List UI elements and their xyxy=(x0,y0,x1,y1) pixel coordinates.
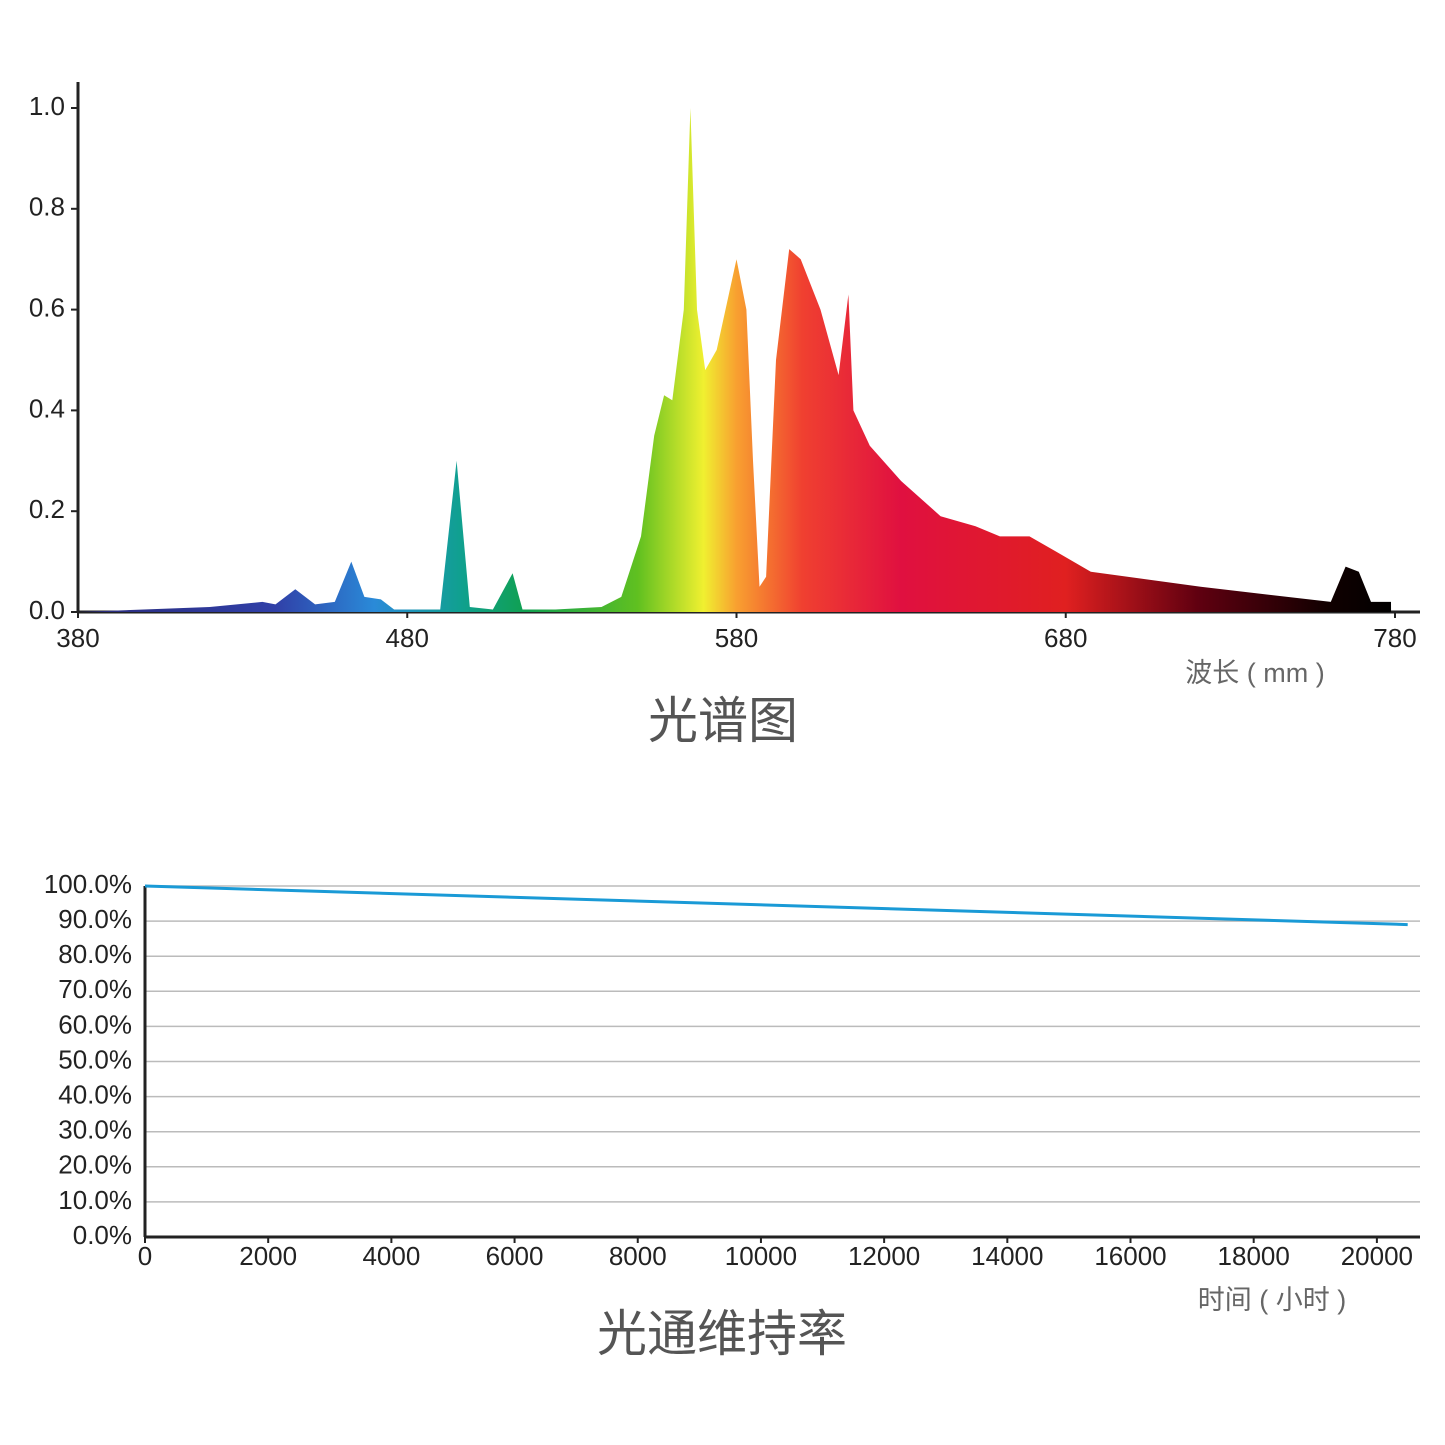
x-tick-label: 4000 xyxy=(362,1241,420,1271)
y-tick-label: 60.0% xyxy=(58,1009,132,1039)
data-line xyxy=(144,884,1408,927)
x-tick-label: 12000 xyxy=(848,1241,920,1271)
y-tick-label: 50.0% xyxy=(58,1044,132,1074)
chart-title: 光通维持率 xyxy=(597,1306,847,1362)
y-tick-label: 1.0 xyxy=(29,91,65,121)
y-tick-label: 90.0% xyxy=(58,904,132,934)
spectrum-area xyxy=(78,108,1392,612)
x-tick-label: 2000 xyxy=(239,1241,297,1271)
x-tick-label: 14000 xyxy=(971,1241,1043,1271)
x-axis-label: 波长 ( mm ) xyxy=(1185,658,1324,688)
x-tick-label: 380 xyxy=(56,623,99,653)
y-tick-label: 40.0% xyxy=(58,1079,132,1109)
y-tick-label: 0.0 xyxy=(29,595,65,625)
y-tick-label: 0.8 xyxy=(29,192,65,222)
x-tick-label: 20000 xyxy=(1341,1241,1413,1271)
x-tick-label: 680 xyxy=(1044,623,1087,653)
y-tick-label: 10.0% xyxy=(58,1185,132,1215)
y-tick-label: 0.0% xyxy=(73,1220,132,1250)
x-tick-label: 480 xyxy=(386,623,429,653)
y-tick-label: 70.0% xyxy=(58,974,132,1004)
chart-title: 光谱图 xyxy=(648,693,798,749)
y-tick-label: 0.2 xyxy=(29,494,65,524)
x-tick-label: 580 xyxy=(715,623,758,653)
y-tick-label: 20.0% xyxy=(58,1150,132,1180)
x-tick-label: 8000 xyxy=(609,1241,667,1271)
x-axis-label: 时间 ( 小时 ) xyxy=(1198,1285,1347,1315)
y-tick-label: 0.4 xyxy=(29,393,65,423)
y-tick-label: 80.0% xyxy=(58,939,132,969)
x-tick-label: 780 xyxy=(1373,623,1416,653)
x-tick-label: 16000 xyxy=(1094,1241,1166,1271)
x-tick-label: 18000 xyxy=(1218,1241,1290,1271)
y-tick-label: 0.6 xyxy=(29,292,65,322)
y-tick-label: 100.0% xyxy=(44,869,132,899)
x-tick-label: 0 xyxy=(138,1241,152,1271)
x-tick-label: 10000 xyxy=(725,1241,797,1271)
x-tick-label: 6000 xyxy=(486,1241,544,1271)
y-tick-label: 30.0% xyxy=(58,1115,132,1145)
